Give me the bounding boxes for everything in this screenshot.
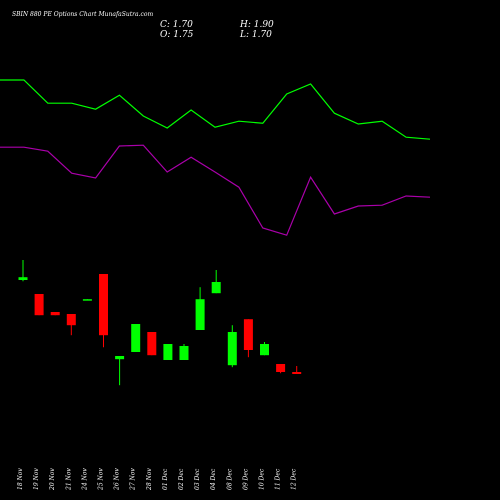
x-tick-label: 08 Dec <box>226 468 233 490</box>
candle-body <box>211 282 221 294</box>
candle-body <box>163 344 173 360</box>
candle-body <box>131 324 141 352</box>
x-tick-label: 12 Dec <box>291 468 298 490</box>
x-tick-label: 01 Dec <box>162 468 169 490</box>
high-label: H: 1.90 <box>239 20 274 30</box>
candle-body <box>115 356 125 360</box>
x-tick-label: 02 Dec <box>178 468 185 490</box>
candle-body <box>195 299 205 330</box>
x-tick-label: 28 Nov <box>146 468 153 491</box>
indicator-line <box>0 144 431 236</box>
x-tick-label: 21 Nov <box>65 468 72 491</box>
candle-body <box>276 364 286 372</box>
x-tick-label: 27 Nov <box>130 468 137 491</box>
candle-body <box>34 294 44 316</box>
x-tick-label: 10 Dec <box>259 468 266 490</box>
x-tick-label: 19 Nov <box>33 468 40 490</box>
x-tick-label: 04 Dec <box>210 468 217 490</box>
x-tick-label: 24 Nov <box>81 468 88 491</box>
candle-body <box>66 314 76 326</box>
candle-body <box>50 312 60 316</box>
candle-body <box>179 346 189 360</box>
candle-body <box>227 332 237 366</box>
candle-body <box>260 344 269 356</box>
candle-body <box>243 319 253 350</box>
x-tick-label: 03 Dec <box>194 468 201 490</box>
candle-body <box>82 299 92 301</box>
close-label: C: 1.70 <box>160 20 193 30</box>
x-tick-label: 26 Nov <box>114 468 121 491</box>
x-tick-label: 20 Nov <box>49 468 56 491</box>
candle-body <box>147 332 157 356</box>
open-label: O: 1.75 <box>160 30 194 40</box>
low-label: L: 1.70 <box>239 30 272 40</box>
x-tick-label: 25 Nov <box>98 468 105 491</box>
indicator-line <box>0 79 431 140</box>
x-tick-label: 11 Dec <box>275 468 282 490</box>
candle-body <box>99 274 108 336</box>
x-tick-label: 18 Nov <box>17 468 24 490</box>
x-tick-label: 09 Dec <box>242 468 249 490</box>
candle-body <box>18 277 28 280</box>
candle-body <box>292 372 302 374</box>
chart-title: SBIN 880 PE Options Chart MunafaSutra.co… <box>12 11 153 18</box>
